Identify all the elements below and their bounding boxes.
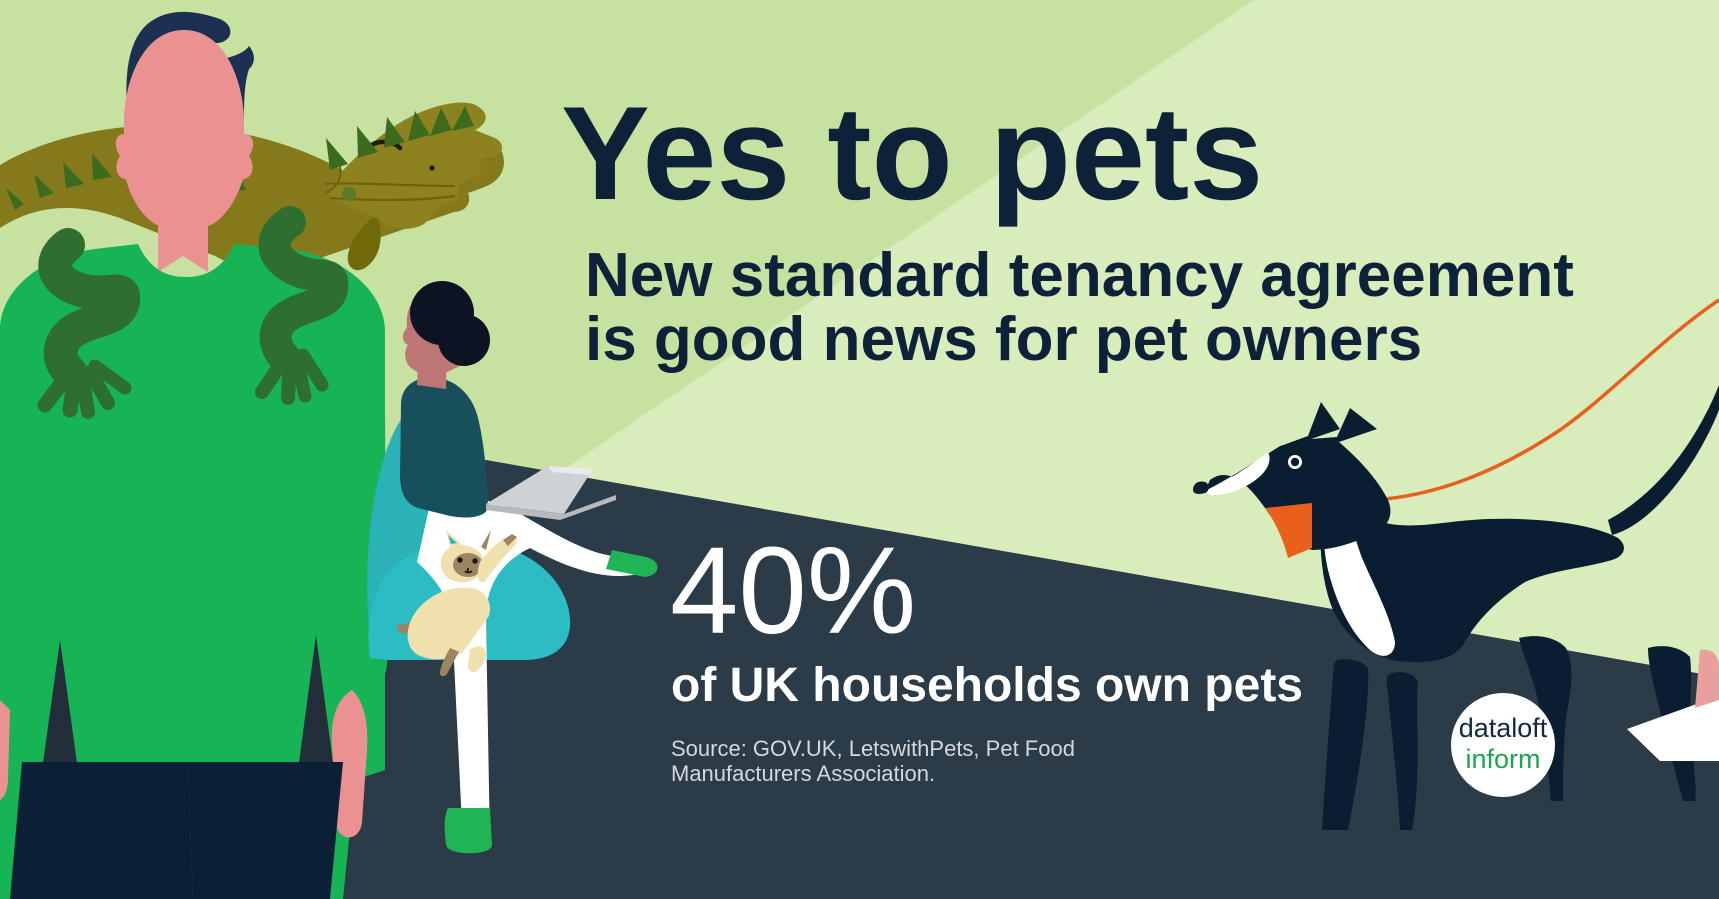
svg-text:40%: 40% xyxy=(670,523,916,660)
svg-text:of UK households own pets: of UK households own pets xyxy=(671,659,1303,712)
svg-text:Source: GOV.UK, LetswithPets,: Source: GOV.UK, LetswithPets, Pet Food xyxy=(671,736,1075,761)
svg-text:inform: inform xyxy=(1465,744,1540,774)
svg-text:Yes to pets: Yes to pets xyxy=(561,80,1263,228)
svg-text:Manufacturers Association.: Manufacturers Association. xyxy=(671,761,935,786)
svg-text:New standard tenancy agreement: New standard tenancy agreement xyxy=(585,241,1574,310)
svg-text:is good news for pet owners: is good news for pet owners xyxy=(585,305,1422,374)
svg-text:dataloft: dataloft xyxy=(1459,713,1548,743)
